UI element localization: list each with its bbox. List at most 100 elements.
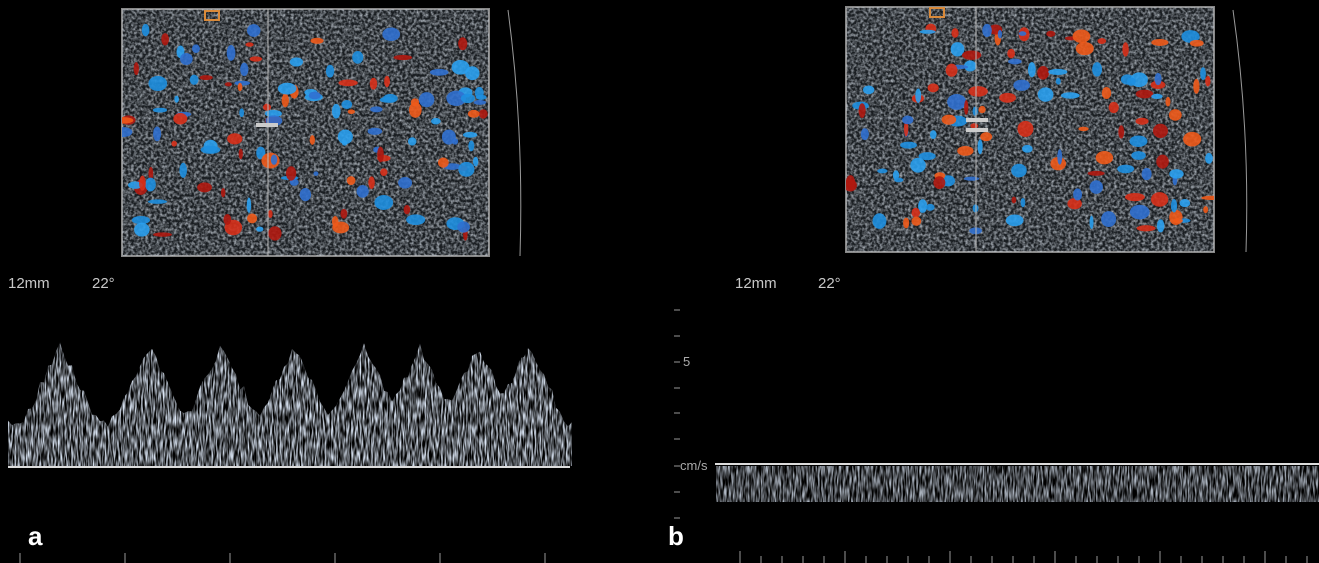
flow-spot — [189, 74, 199, 85]
flow-spot — [1150, 192, 1169, 207]
flow-spot — [237, 82, 243, 92]
flow-spot — [458, 37, 468, 51]
flow-spot — [245, 42, 254, 47]
flow-spot — [403, 204, 411, 215]
flow-spot — [1089, 215, 1094, 229]
flow-spot — [338, 79, 358, 87]
flow-spot — [1125, 192, 1145, 202]
flow-spot — [915, 88, 922, 103]
flow-spot — [131, 215, 151, 225]
flow-spot — [174, 95, 179, 103]
flow-spot — [846, 175, 856, 191]
flow-spot — [1131, 151, 1146, 160]
flow-spot — [1011, 163, 1027, 178]
flow-spot — [1017, 120, 1034, 137]
flow-spot — [1057, 149, 1063, 165]
flow-spot — [1037, 66, 1049, 80]
depth-a: 12mm — [8, 275, 50, 292]
flow-spot — [382, 27, 401, 42]
flow-spot — [148, 75, 168, 92]
flow-spot — [451, 59, 470, 75]
flow-spot — [460, 93, 475, 104]
flow-spot — [1050, 156, 1067, 171]
flow-spot — [247, 213, 258, 224]
flow-spot — [1060, 92, 1080, 99]
flow-spot — [148, 166, 154, 181]
flow-spot — [1151, 38, 1169, 46]
flow-spot — [161, 33, 169, 46]
flow-spot — [1136, 225, 1156, 232]
flow-spot — [122, 127, 133, 138]
flow-spot — [919, 29, 936, 34]
flow-spot — [957, 145, 974, 156]
flow-spot — [877, 168, 888, 174]
flow-spot — [945, 63, 958, 77]
flow-spot — [1154, 72, 1162, 86]
flow-spot — [963, 176, 980, 181]
flow-spot — [1008, 58, 1022, 65]
flow-spot — [961, 50, 982, 60]
panel-label-b: b — [668, 521, 684, 551]
flow-spot — [191, 44, 200, 53]
flow-spot — [872, 213, 887, 229]
flow-spot — [1141, 167, 1152, 181]
flow-spot — [406, 214, 426, 226]
flow-spot — [407, 137, 417, 146]
flow-spot — [1168, 109, 1182, 121]
flow-spot — [1048, 68, 1068, 75]
flow-spot — [902, 115, 914, 125]
flow-spot — [1118, 125, 1125, 139]
flow-spot — [369, 77, 378, 90]
flow-spot — [1152, 123, 1169, 139]
flow-spot — [1203, 206, 1209, 214]
flow-spot — [862, 85, 875, 95]
flow-spot — [1129, 135, 1148, 147]
flow-spot — [1072, 29, 1091, 44]
flow-spot — [977, 139, 983, 155]
flow-spot — [1170, 199, 1178, 213]
flow-spot — [1135, 89, 1154, 99]
flow-spot — [171, 140, 177, 147]
flow-spot — [457, 221, 470, 233]
flow-spot — [173, 113, 188, 125]
flow-spot — [331, 103, 341, 119]
flow-spot — [380, 168, 388, 177]
flow-spot — [331, 216, 339, 228]
spectrum-a — [8, 342, 572, 466]
flow-spot — [1183, 131, 1202, 147]
flow-spot — [982, 23, 992, 38]
flow-spot — [1075, 41, 1094, 56]
flow-spot — [980, 132, 993, 142]
flow-spot — [911, 216, 922, 226]
angle-a: 22° — [92, 275, 115, 292]
flow-spot — [418, 92, 435, 108]
flow-spot — [999, 92, 1017, 103]
flow-spot — [382, 93, 398, 103]
flow-spot — [256, 226, 264, 232]
flow-spot — [263, 103, 272, 111]
flow-spot — [1156, 219, 1165, 233]
flow-spot — [978, 105, 986, 114]
flow-spot — [200, 145, 221, 154]
flow-spot — [367, 127, 383, 135]
flow-spot — [340, 208, 348, 219]
flow-spot — [1156, 154, 1169, 169]
flow-spot — [199, 75, 213, 81]
flow-spot — [313, 171, 319, 176]
image-b — [845, 6, 1248, 253]
flow-spot — [270, 154, 278, 165]
flow-spot — [1018, 31, 1027, 36]
flow-spot — [1165, 96, 1171, 107]
flow-spot — [1011, 196, 1017, 204]
image-a — [121, 8, 522, 257]
flow-spot — [1172, 218, 1183, 224]
flow-spot — [134, 222, 150, 237]
flow-spot — [972, 106, 978, 116]
flow-spot — [452, 138, 459, 145]
flow-spot — [1122, 42, 1129, 57]
flow-spot — [268, 226, 282, 241]
flow-spot — [925, 203, 935, 211]
flow-spot — [968, 86, 988, 97]
flow-spot — [467, 109, 480, 118]
